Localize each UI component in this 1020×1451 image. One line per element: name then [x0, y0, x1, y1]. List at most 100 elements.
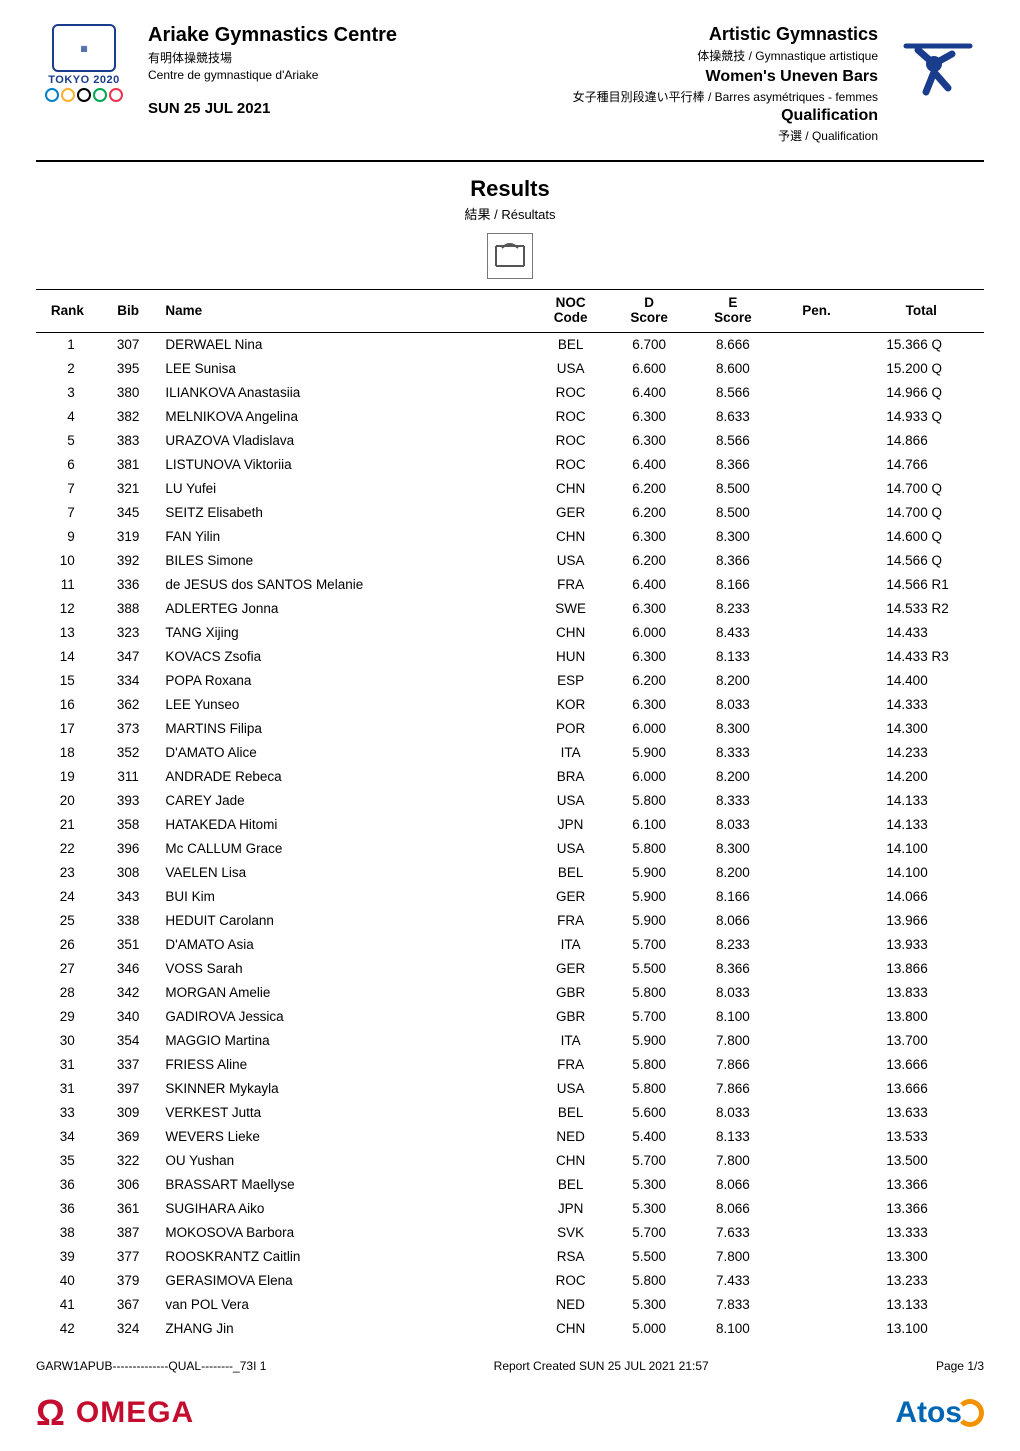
cell-total: 14.100 — [858, 861, 984, 885]
cell-d-score: 6.400 — [607, 453, 691, 477]
cell-pen — [775, 429, 859, 453]
cell-e-score: 8.600 — [691, 357, 775, 381]
table-row: 41367van POL VeraNED5.3007.83313.133 — [36, 1293, 984, 1317]
cell-name: LU Yufei — [157, 477, 534, 501]
cell-noc: ITA — [534, 741, 607, 765]
cell-e-score: 7.866 — [691, 1077, 775, 1101]
cell-d-score: 5.900 — [607, 861, 691, 885]
cell-total: 14.566 R1 — [858, 573, 984, 597]
cell-d-score: 6.300 — [607, 645, 691, 669]
cell-pen — [775, 405, 859, 429]
cell-rank: 20 — [36, 789, 99, 813]
cell-noc: USA — [534, 1077, 607, 1101]
cell-name: LEE Sunisa — [157, 357, 534, 381]
cell-bib: 392 — [99, 549, 158, 573]
cell-total: 13.866 — [858, 957, 984, 981]
cell-total: 14.066 — [858, 885, 984, 909]
cell-name: MARTINS Filipa — [157, 717, 534, 741]
discipline-subtitle: 体操競技 / Gymnastique artistique — [573, 47, 878, 64]
cell-bib: 362 — [99, 693, 158, 717]
cell-e-score: 8.333 — [691, 789, 775, 813]
cell-d-score: 5.800 — [607, 789, 691, 813]
table-row: 36306BRASSART MaellyseBEL5.3008.06613.36… — [36, 1173, 984, 1197]
cell-d-score: 5.900 — [607, 885, 691, 909]
omega-wordmark: OMEGA — [76, 1396, 194, 1430]
cell-noc: USA — [534, 549, 607, 573]
tokyo2020-emblem-icon: ▦ — [52, 24, 116, 72]
cell-e-score: 8.033 — [691, 1101, 775, 1125]
cell-noc: JPN — [534, 813, 607, 837]
cell-d-score: 5.800 — [607, 1053, 691, 1077]
cell-noc: KOR — [534, 693, 607, 717]
cell-e-score: 8.366 — [691, 549, 775, 573]
cell-noc: BEL — [534, 861, 607, 885]
cell-name: VERKEST Jutta — [157, 1101, 534, 1125]
cell-name: D'AMATO Alice — [157, 741, 534, 765]
cell-bib: 340 — [99, 1005, 158, 1029]
cell-noc: ITA — [534, 933, 607, 957]
cell-d-score: 6.300 — [607, 597, 691, 621]
table-row: 19311ANDRADE RebecaBRA6.0008.20014.200 — [36, 765, 984, 789]
col-noc-header-l2: Code — [542, 311, 599, 326]
cell-name: GADIROVA Jessica — [157, 1005, 534, 1029]
cell-noc: GER — [534, 501, 607, 525]
cell-noc: BRA — [534, 765, 607, 789]
atos-wordmark: Atos — [895, 1396, 962, 1430]
cell-name: BUI Kim — [157, 885, 534, 909]
cell-bib: 306 — [99, 1173, 158, 1197]
cell-pen — [775, 332, 859, 357]
col-noc-header-l1: NOC — [542, 296, 599, 311]
cell-e-score: 8.366 — [691, 957, 775, 981]
cell-total: 13.966 — [858, 909, 984, 933]
results-title: Results — [36, 176, 984, 202]
venue-title-fr: Centre de gymnastique d'Ariake — [148, 68, 397, 82]
cell-noc: GER — [534, 957, 607, 981]
cell-rank: 28 — [36, 981, 99, 1005]
cell-d-score: 5.800 — [607, 1077, 691, 1101]
cell-d-score: 6.200 — [607, 549, 691, 573]
cell-rank: 5 — [36, 429, 99, 453]
table-row: 31397SKINNER MykaylaUSA5.8007.86613.666 — [36, 1077, 984, 1101]
cell-pen — [775, 525, 859, 549]
cell-total: 13.633 — [858, 1101, 984, 1125]
cell-name: HEDUIT Carolann — [157, 909, 534, 933]
discipline-title: Artistic Gymnastics — [573, 24, 878, 45]
sponsor-row: Ω OMEGA Atos — [0, 1389, 1020, 1451]
cell-rank: 38 — [36, 1221, 99, 1245]
cell-bib: 311 — [99, 765, 158, 789]
venue-title-jp: 有明体操競技場 — [148, 49, 397, 66]
discipline-pictogram-icon — [892, 24, 984, 116]
cell-total: 14.400 — [858, 669, 984, 693]
cell-rank: 18 — [36, 741, 99, 765]
header-right: Artistic Gymnastics 体操競技 / Gymnastique a… — [573, 24, 984, 144]
cell-rank: 26 — [36, 933, 99, 957]
table-row: 14347KOVACS ZsofiaHUN6.3008.13314.433 R3 — [36, 645, 984, 669]
cell-pen — [775, 1245, 859, 1269]
cell-e-score: 7.800 — [691, 1149, 775, 1173]
cell-bib: 354 — [99, 1029, 158, 1053]
cell-bib: 358 — [99, 813, 158, 837]
cell-name: SEITZ Elisabeth — [157, 501, 534, 525]
table-row: 21358HATAKEDA HitomiJPN6.1008.03314.133 — [36, 813, 984, 837]
cell-total: 14.533 R2 — [858, 597, 984, 621]
cell-total: 14.766 — [858, 453, 984, 477]
cell-d-score: 6.000 — [607, 717, 691, 741]
cell-bib: 382 — [99, 405, 158, 429]
cell-pen — [775, 1101, 859, 1125]
apparatus-title: Women's Uneven Bars — [573, 68, 878, 86]
cell-pen — [775, 1221, 859, 1245]
cell-pen — [775, 1125, 859, 1149]
cell-e-score: 7.433 — [691, 1269, 775, 1293]
cell-name: GERASIMOVA Elena — [157, 1269, 534, 1293]
cell-rank: 3 — [36, 381, 99, 405]
col-bib-header: Bib — [99, 290, 158, 333]
cell-noc: GBR — [534, 981, 607, 1005]
cell-e-score: 8.033 — [691, 813, 775, 837]
footer-code: GARW1APUB--------------QUAL--------_73I … — [36, 1359, 266, 1373]
cell-bib: 323 — [99, 621, 158, 645]
cell-pen — [775, 477, 859, 501]
cell-rank: 36 — [36, 1197, 99, 1221]
cell-bib: 352 — [99, 741, 158, 765]
cell-total: 13.666 — [858, 1053, 984, 1077]
cell-pen — [775, 501, 859, 525]
